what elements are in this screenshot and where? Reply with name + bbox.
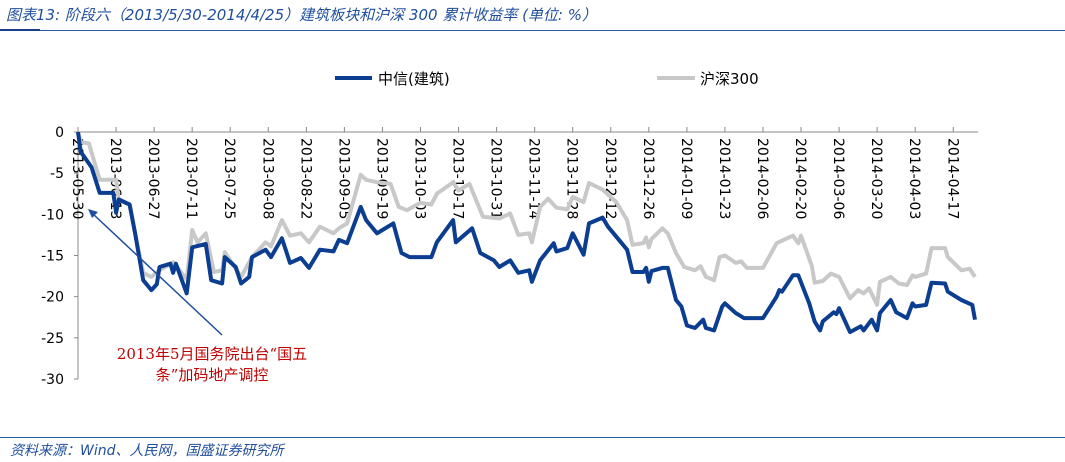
x-tick-label: 2013-10-31: [488, 138, 504, 219]
x-tick-label: 2013-10-03: [411, 138, 427, 219]
x-tick-label: 2013-09-05: [335, 138, 351, 219]
footer-divider: [0, 437, 1065, 438]
x-tick-label: 2013-11-14: [526, 138, 542, 219]
x-tick-label: 2013-08-22: [297, 138, 313, 219]
legend-label-hs300: 沪深300: [700, 70, 759, 88]
x-tick-label: 2014-04-03: [906, 138, 922, 219]
y-tick-label: -30: [41, 372, 64, 388]
figure-title: 图表13: 阶段六（2013/5/30-2014/4/25）建筑板块和沪深 30…: [6, 6, 598, 24]
legend: 中信(建筑) 沪深300: [335, 70, 759, 88]
y-tick-label: -10: [41, 207, 64, 223]
x-tick-label: 2013-09-19: [373, 138, 389, 219]
x-tick-label: 2013-12-26: [640, 138, 656, 219]
legend-label-zhongxin: 中信(建筑): [378, 70, 450, 88]
annotation-text: 2013年5月国务院出台“国五 条”加码地产调控: [112, 344, 312, 386]
annotation-arrow: [88, 209, 223, 336]
source-note: 资料来源：Wind、人民网，国盛证券研究所: [10, 443, 284, 459]
x-tick-label: 2013-07-11: [183, 138, 199, 219]
y-tick-label: -25: [41, 331, 64, 347]
x-tick-label: 2013-08-08: [259, 138, 275, 219]
x-tick-label: 2014-01-09: [678, 138, 694, 219]
x-tick-label: 2014-03-20: [868, 138, 884, 219]
x-tick-label: 2014-02-06: [754, 138, 770, 219]
x-tick-label: 2013-12-12: [602, 138, 618, 219]
series-line-zhongxin: [76, 131, 977, 335]
y-tick-label: 0: [55, 125, 64, 141]
annotation-line-1: 2013年5月国务院出台“国五: [116, 345, 308, 363]
x-tick-label: 2013-07-25: [221, 138, 237, 219]
y-tick-label: -5: [50, 166, 64, 182]
annotation-line-2: 条”加码地产调控: [155, 366, 269, 384]
x-tick-label: 2014-02-20: [792, 138, 808, 219]
title-divider: [0, 30, 1065, 31]
x-tick-label: 2013-06-27: [145, 138, 161, 219]
y-tick-label: -20: [41, 290, 64, 306]
x-tick-label: 2014-03-06: [830, 138, 846, 219]
x-tick-label: 2013-10-17: [450, 138, 466, 219]
arrow-shaft: [92, 213, 223, 336]
arrow-head-icon: [88, 209, 98, 218]
x-tick-label: 2014-01-23: [716, 138, 732, 219]
y-tick-label: -15: [41, 249, 64, 265]
x-tick-label: 2014-04-17: [944, 138, 960, 219]
title-divider-accent: [0, 29, 40, 31]
x-tick-label: 2013-05-30: [69, 138, 85, 219]
